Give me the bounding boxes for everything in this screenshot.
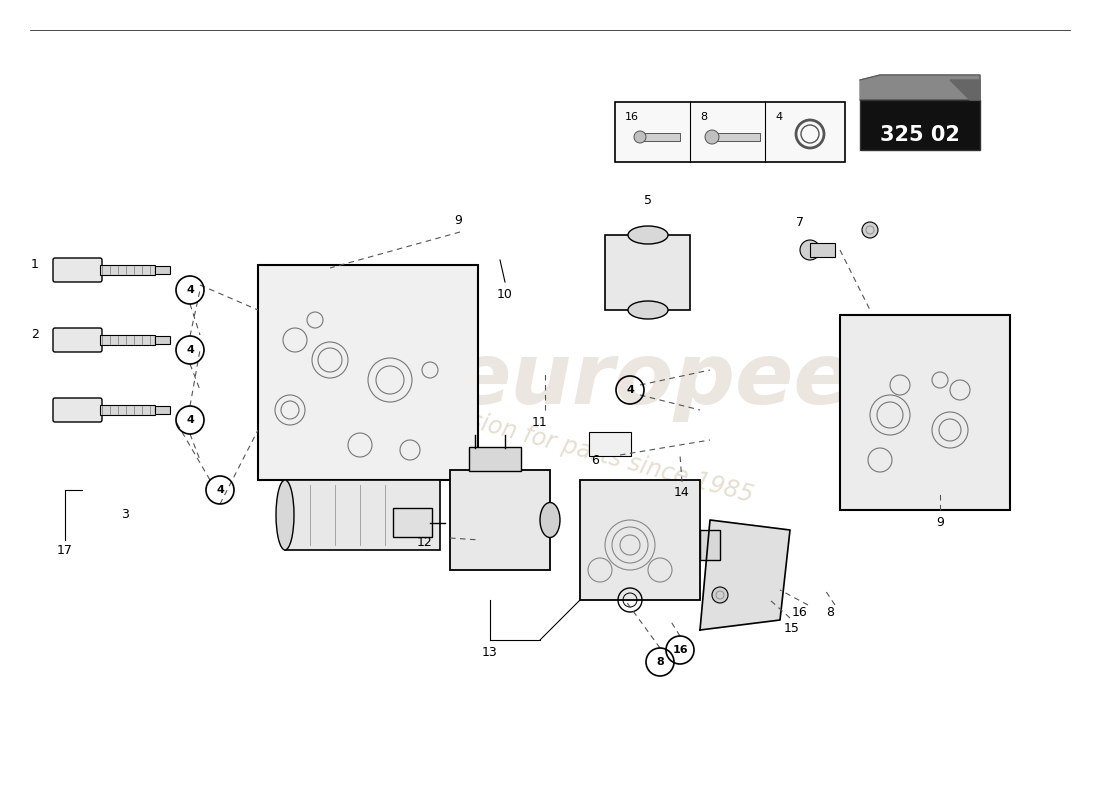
Text: 9: 9 (454, 214, 462, 226)
Text: 9: 9 (936, 515, 944, 529)
Text: 4: 4 (626, 385, 634, 395)
Text: 17: 17 (57, 543, 73, 557)
FancyBboxPatch shape (615, 102, 845, 162)
Text: 8: 8 (826, 606, 834, 618)
Text: 4: 4 (186, 285, 194, 295)
Circle shape (712, 587, 728, 603)
FancyBboxPatch shape (840, 315, 1010, 510)
Polygon shape (860, 75, 980, 100)
Polygon shape (950, 80, 980, 100)
FancyBboxPatch shape (710, 133, 760, 141)
FancyBboxPatch shape (393, 508, 432, 537)
FancyBboxPatch shape (450, 470, 550, 570)
Text: 10: 10 (497, 289, 513, 302)
Ellipse shape (276, 480, 294, 550)
Circle shape (862, 222, 878, 238)
FancyBboxPatch shape (53, 398, 102, 422)
Ellipse shape (628, 226, 668, 244)
Ellipse shape (540, 502, 560, 538)
Text: 16: 16 (625, 112, 639, 122)
Text: 15: 15 (784, 622, 800, 634)
Text: 8: 8 (700, 112, 707, 122)
FancyBboxPatch shape (258, 265, 478, 480)
Polygon shape (700, 520, 790, 630)
FancyBboxPatch shape (860, 100, 980, 150)
Text: 2: 2 (31, 329, 38, 342)
FancyBboxPatch shape (580, 480, 700, 600)
Circle shape (634, 131, 646, 143)
Text: 7: 7 (796, 215, 804, 229)
Text: 4: 4 (186, 345, 194, 355)
FancyBboxPatch shape (100, 265, 155, 275)
Text: 1: 1 (31, 258, 38, 271)
Text: 16: 16 (792, 606, 807, 618)
Text: 8: 8 (656, 657, 664, 667)
FancyBboxPatch shape (285, 480, 440, 550)
FancyBboxPatch shape (700, 530, 720, 560)
FancyBboxPatch shape (53, 328, 102, 352)
Text: 325 02: 325 02 (880, 125, 960, 145)
FancyBboxPatch shape (640, 133, 680, 141)
FancyBboxPatch shape (100, 405, 155, 415)
Text: 12: 12 (417, 535, 433, 549)
Text: 11: 11 (532, 415, 548, 429)
FancyBboxPatch shape (469, 447, 521, 471)
FancyBboxPatch shape (155, 266, 170, 274)
FancyBboxPatch shape (100, 335, 155, 345)
FancyBboxPatch shape (155, 406, 170, 414)
FancyBboxPatch shape (605, 235, 690, 310)
Text: 3: 3 (121, 509, 129, 522)
Text: europeers: europeers (453, 338, 947, 422)
FancyBboxPatch shape (588, 432, 631, 456)
FancyBboxPatch shape (53, 258, 102, 282)
Text: 14: 14 (674, 486, 690, 498)
Text: 4: 4 (186, 415, 194, 425)
FancyBboxPatch shape (155, 336, 170, 344)
Text: 4: 4 (216, 485, 224, 495)
Circle shape (705, 130, 719, 144)
Text: 13: 13 (482, 646, 498, 658)
Text: a passion for parts since 1985: a passion for parts since 1985 (405, 392, 756, 508)
Text: 16: 16 (672, 645, 688, 655)
Circle shape (800, 240, 820, 260)
Text: 6: 6 (591, 454, 598, 466)
Text: 5: 5 (644, 194, 652, 206)
FancyBboxPatch shape (810, 243, 835, 257)
Ellipse shape (628, 301, 668, 319)
Text: 4: 4 (776, 112, 782, 122)
